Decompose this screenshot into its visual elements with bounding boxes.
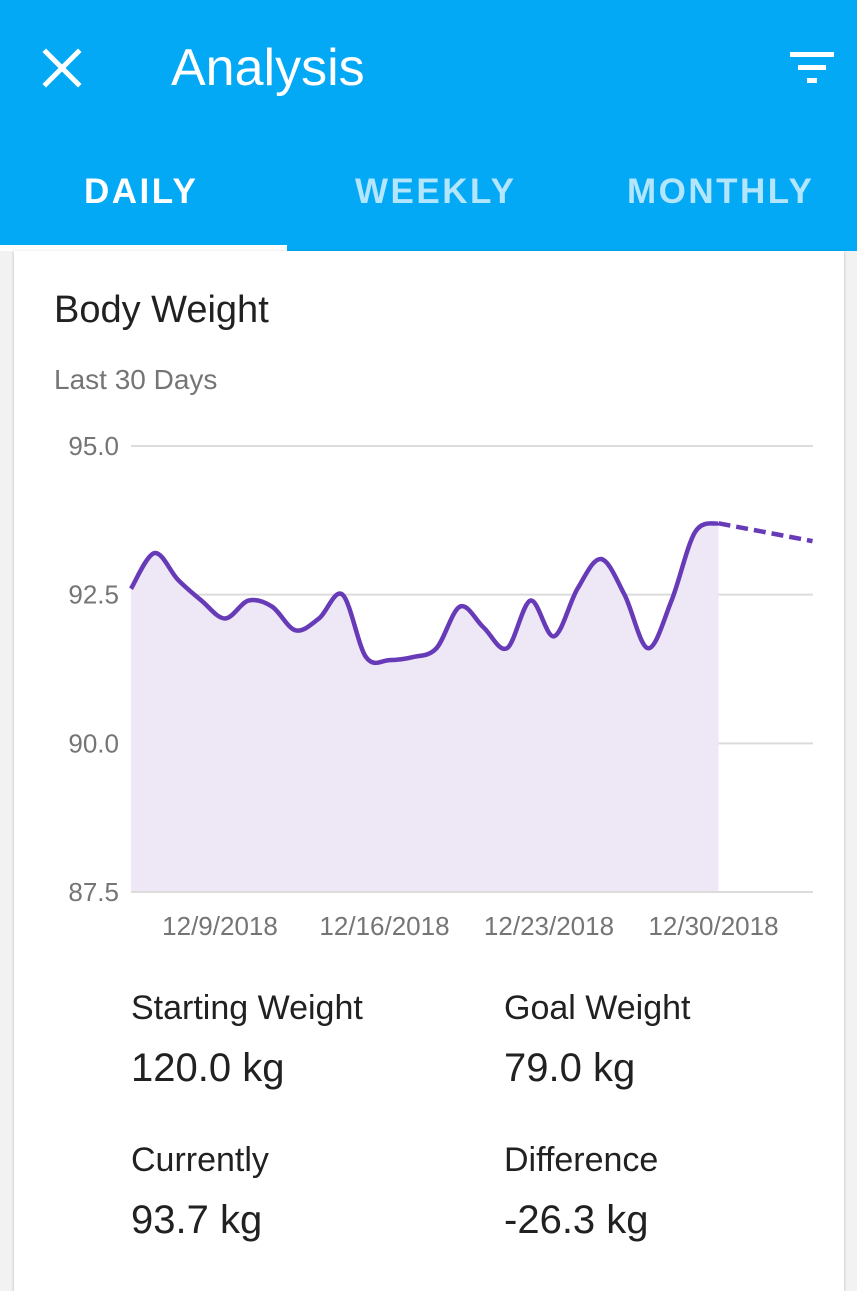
goal-weight-value: 79.0 kg xyxy=(504,1046,635,1091)
x-tick-label: 12/23/2018 xyxy=(484,911,614,941)
x-tick-label: 12/9/2018 xyxy=(162,911,278,941)
y-tick-label: 95.0 xyxy=(68,431,119,461)
y-tick-label: 87.5 xyxy=(68,877,119,907)
difference-label: Difference xyxy=(504,1141,658,1180)
x-tick-label: 12/16/2018 xyxy=(319,911,449,941)
current-weight-label: Currently xyxy=(131,1141,269,1180)
app-bar: Analysis DAILY WEEKLY MONTHLY xyxy=(0,0,857,251)
difference-value: -26.3 kg xyxy=(504,1198,649,1243)
tab-weekly[interactable]: WEEKLY xyxy=(355,172,517,212)
projection-line xyxy=(719,523,813,541)
current-weight-value: 93.7 kg xyxy=(131,1198,262,1243)
x-tick-label: 12/30/2018 xyxy=(648,911,778,941)
filter-icon[interactable] xyxy=(788,50,836,86)
page-title: Analysis xyxy=(171,38,365,98)
goal-weight-label: Goal Weight xyxy=(504,989,690,1028)
close-icon[interactable] xyxy=(40,46,84,90)
tab-monthly[interactable]: MONTHLY xyxy=(627,172,814,212)
starting-weight-value: 120.0 kg xyxy=(131,1046,284,1091)
starting-weight-label: Starting Weight xyxy=(131,989,363,1028)
y-tick-label: 92.5 xyxy=(68,580,119,610)
y-tick-label: 90.0 xyxy=(68,728,119,758)
tab-daily[interactable]: DAILY xyxy=(84,172,198,212)
area-fill xyxy=(131,523,719,892)
weight-chart: 95.0 92.5 90.0 87.5 12/9/2018 12/16/2018 12/23… xyxy=(14,251,844,951)
